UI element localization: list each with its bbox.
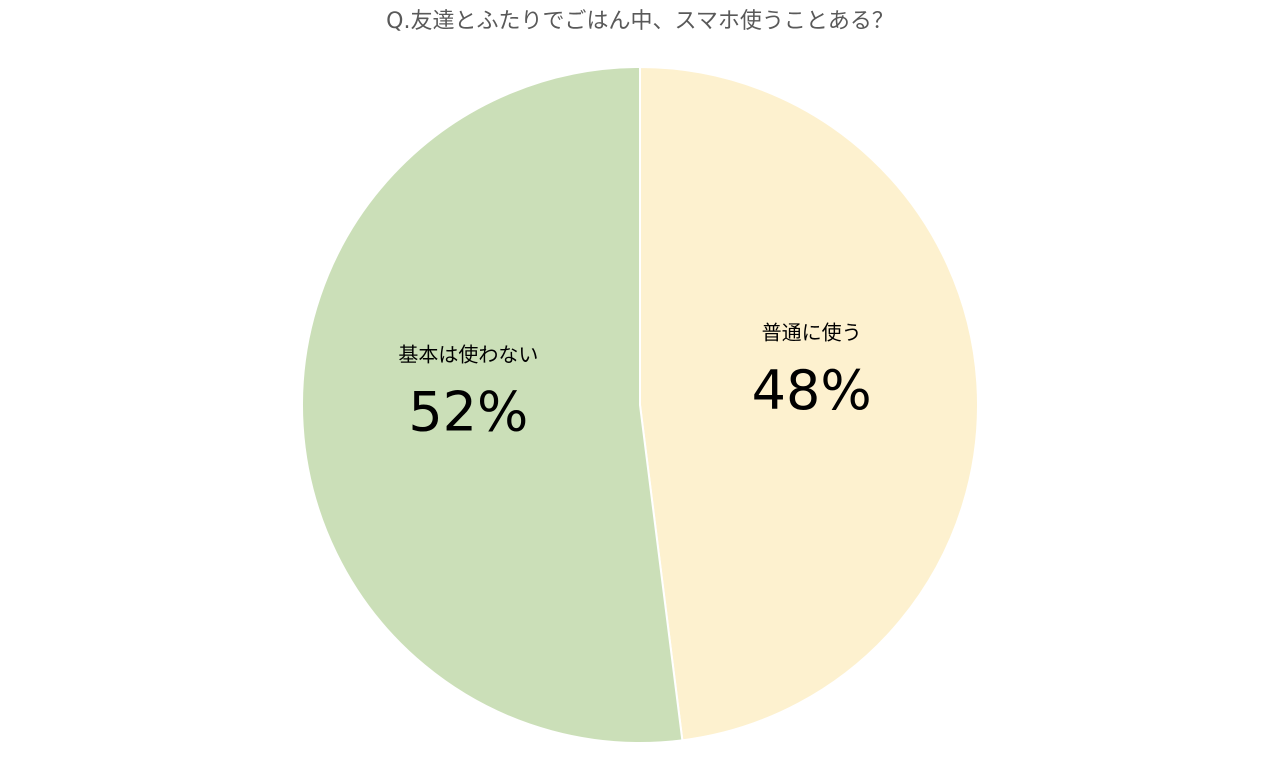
slice-category-label: 基本は使わない — [398, 342, 538, 366]
slice-category-label: 普通に使う — [762, 321, 862, 345]
slice-value-label: 48% — [752, 359, 872, 422]
pie-slice — [301, 65, 684, 744]
slice-value-label: 52% — [408, 380, 528, 443]
chart-title: Q.友達とふたりでごはん中、スマホ使うことある？ — [386, 9, 894, 34]
pie-slice — [639, 65, 979, 742]
